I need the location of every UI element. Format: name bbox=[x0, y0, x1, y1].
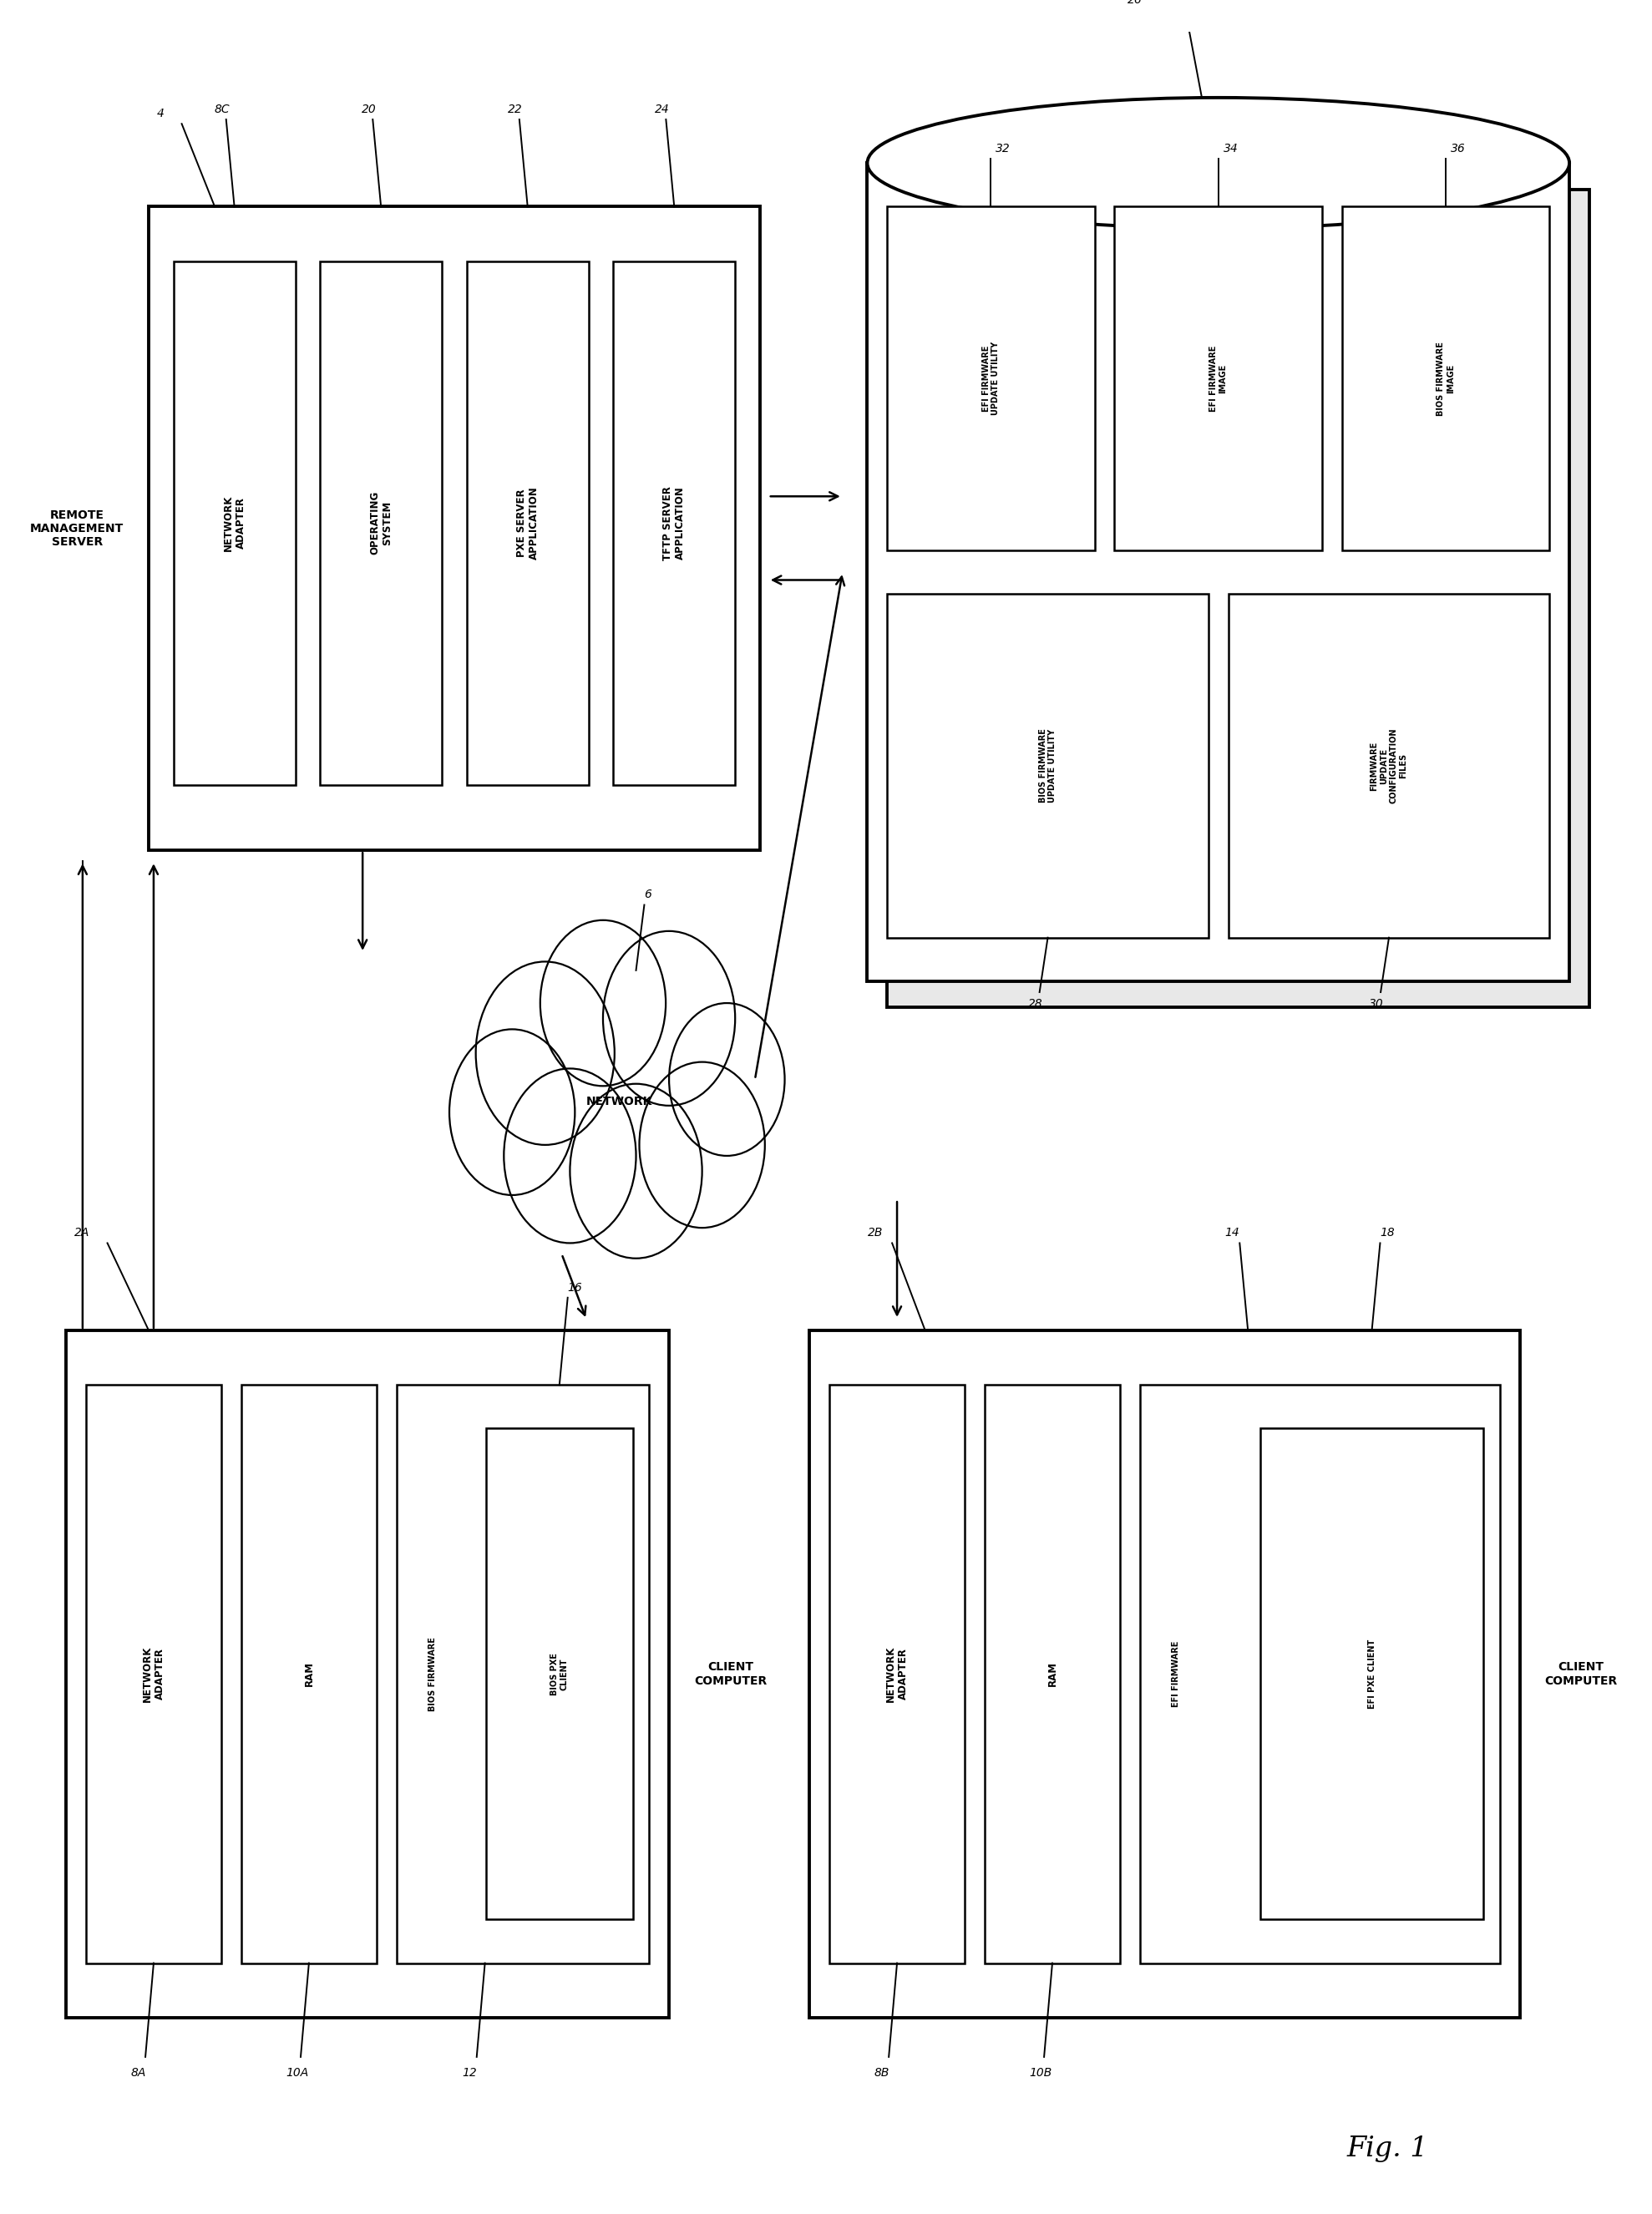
Circle shape bbox=[644, 1069, 760, 1222]
Text: 12: 12 bbox=[463, 2068, 477, 2079]
Bar bbox=[149, 206, 760, 850]
Bar bbox=[1140, 1386, 1500, 1964]
Text: FIRMWARE
UPDATE
CONFIGURATION
FILES: FIRMWARE UPDATE CONFIGURATION FILES bbox=[1370, 728, 1408, 804]
Circle shape bbox=[608, 939, 730, 1098]
Bar bbox=[809, 1331, 1520, 2017]
Text: 22: 22 bbox=[507, 104, 522, 115]
Text: 36: 36 bbox=[1450, 142, 1465, 155]
Text: 28: 28 bbox=[1028, 999, 1042, 1010]
Text: 34: 34 bbox=[1222, 142, 1237, 155]
Bar bbox=[867, 164, 1569, 981]
Circle shape bbox=[603, 932, 735, 1105]
Text: 24: 24 bbox=[654, 104, 669, 115]
Text: 30: 30 bbox=[1370, 999, 1384, 1010]
Bar bbox=[1341, 206, 1550, 551]
Circle shape bbox=[449, 1030, 575, 1196]
Text: BIOS FIRMWARE
UPDATE UTILITY: BIOS FIRMWARE UPDATE UTILITY bbox=[1039, 728, 1057, 804]
Text: Fig. 1: Fig. 1 bbox=[1346, 2134, 1429, 2161]
Bar bbox=[829, 1386, 965, 1964]
Text: 2B: 2B bbox=[867, 1227, 882, 1238]
Bar bbox=[985, 1386, 1120, 1964]
Text: PXE SERVER
APPLICATION: PXE SERVER APPLICATION bbox=[515, 487, 539, 560]
Bar bbox=[173, 261, 296, 786]
Bar bbox=[86, 1386, 221, 1964]
Text: BIOS PXE
CLIENT: BIOS PXE CLIENT bbox=[550, 1652, 568, 1696]
Text: 20: 20 bbox=[362, 104, 377, 115]
Text: NETWORK
ADAPTER: NETWORK ADAPTER bbox=[223, 496, 246, 551]
Bar bbox=[1229, 593, 1550, 937]
Bar bbox=[66, 1331, 669, 2017]
Text: BIOS FIRMWARE
IMAGE: BIOS FIRMWARE IMAGE bbox=[1437, 341, 1455, 416]
Circle shape bbox=[476, 961, 615, 1145]
Text: 6: 6 bbox=[644, 888, 651, 901]
Circle shape bbox=[669, 1003, 785, 1156]
Circle shape bbox=[545, 928, 661, 1080]
Text: 8B: 8B bbox=[874, 2068, 889, 2079]
Text: EFI FIRMWARE
IMAGE: EFI FIRMWARE IMAGE bbox=[1209, 345, 1227, 412]
Text: 8C: 8C bbox=[215, 104, 230, 115]
Text: NETWORK: NETWORK bbox=[586, 1096, 653, 1107]
Bar bbox=[396, 1386, 649, 1964]
Text: EFI PXE CLIENT: EFI PXE CLIENT bbox=[1368, 1638, 1376, 1709]
Circle shape bbox=[575, 1092, 697, 1251]
Text: TFTP SERVER
APPLICATION: TFTP SERVER APPLICATION bbox=[662, 485, 686, 560]
Circle shape bbox=[481, 970, 610, 1138]
Circle shape bbox=[454, 1036, 570, 1189]
Text: 4: 4 bbox=[157, 108, 164, 120]
Text: CLIENT
COMPUTER: CLIENT COMPUTER bbox=[694, 1660, 767, 1687]
Ellipse shape bbox=[867, 97, 1569, 228]
Text: BIOS FIRMWARE: BIOS FIRMWARE bbox=[428, 1636, 438, 1711]
Text: 8A: 8A bbox=[131, 2068, 145, 2079]
Bar bbox=[486, 1428, 633, 1920]
Bar bbox=[613, 261, 735, 786]
Text: 10B: 10B bbox=[1029, 2068, 1052, 2079]
Text: 32: 32 bbox=[996, 142, 1011, 155]
Circle shape bbox=[540, 921, 666, 1087]
Circle shape bbox=[674, 1010, 780, 1149]
Bar bbox=[1115, 206, 1322, 551]
Text: EFI FIRMWARE
UPDATE UTILITY: EFI FIRMWARE UPDATE UTILITY bbox=[981, 341, 999, 416]
Bar bbox=[320, 261, 441, 786]
Bar bbox=[241, 1386, 377, 1964]
Text: CLIENT
COMPUTER: CLIENT COMPUTER bbox=[1545, 1660, 1617, 1687]
Text: 14: 14 bbox=[1224, 1227, 1239, 1238]
Text: NETWORK
ADAPTER: NETWORK ADAPTER bbox=[142, 1645, 165, 1703]
Text: 2A: 2A bbox=[74, 1227, 89, 1238]
Text: REMOTE
MANAGEMENT
SERVER: REMOTE MANAGEMENT SERVER bbox=[30, 509, 124, 547]
Bar bbox=[887, 188, 1589, 1007]
Bar bbox=[887, 593, 1209, 937]
Bar bbox=[1260, 1428, 1483, 1920]
Text: 10A: 10A bbox=[286, 2068, 309, 2079]
Circle shape bbox=[570, 1085, 702, 1258]
Text: 16: 16 bbox=[568, 1282, 583, 1293]
Text: RAM: RAM bbox=[304, 1660, 314, 1687]
Text: RAM: RAM bbox=[1047, 1660, 1057, 1687]
Circle shape bbox=[504, 1069, 636, 1242]
Bar bbox=[887, 206, 1095, 551]
Text: 26: 26 bbox=[1127, 0, 1142, 7]
Circle shape bbox=[509, 1076, 631, 1235]
Circle shape bbox=[639, 1063, 765, 1229]
Text: EFI FIRMWARE: EFI FIRMWARE bbox=[1171, 1641, 1181, 1707]
Bar bbox=[466, 261, 588, 786]
Text: 18: 18 bbox=[1379, 1227, 1394, 1238]
Text: OPERATING
SYSTEM: OPERATING SYSTEM bbox=[370, 492, 393, 556]
Text: NETWORK
ADAPTER: NETWORK ADAPTER bbox=[885, 1645, 909, 1703]
